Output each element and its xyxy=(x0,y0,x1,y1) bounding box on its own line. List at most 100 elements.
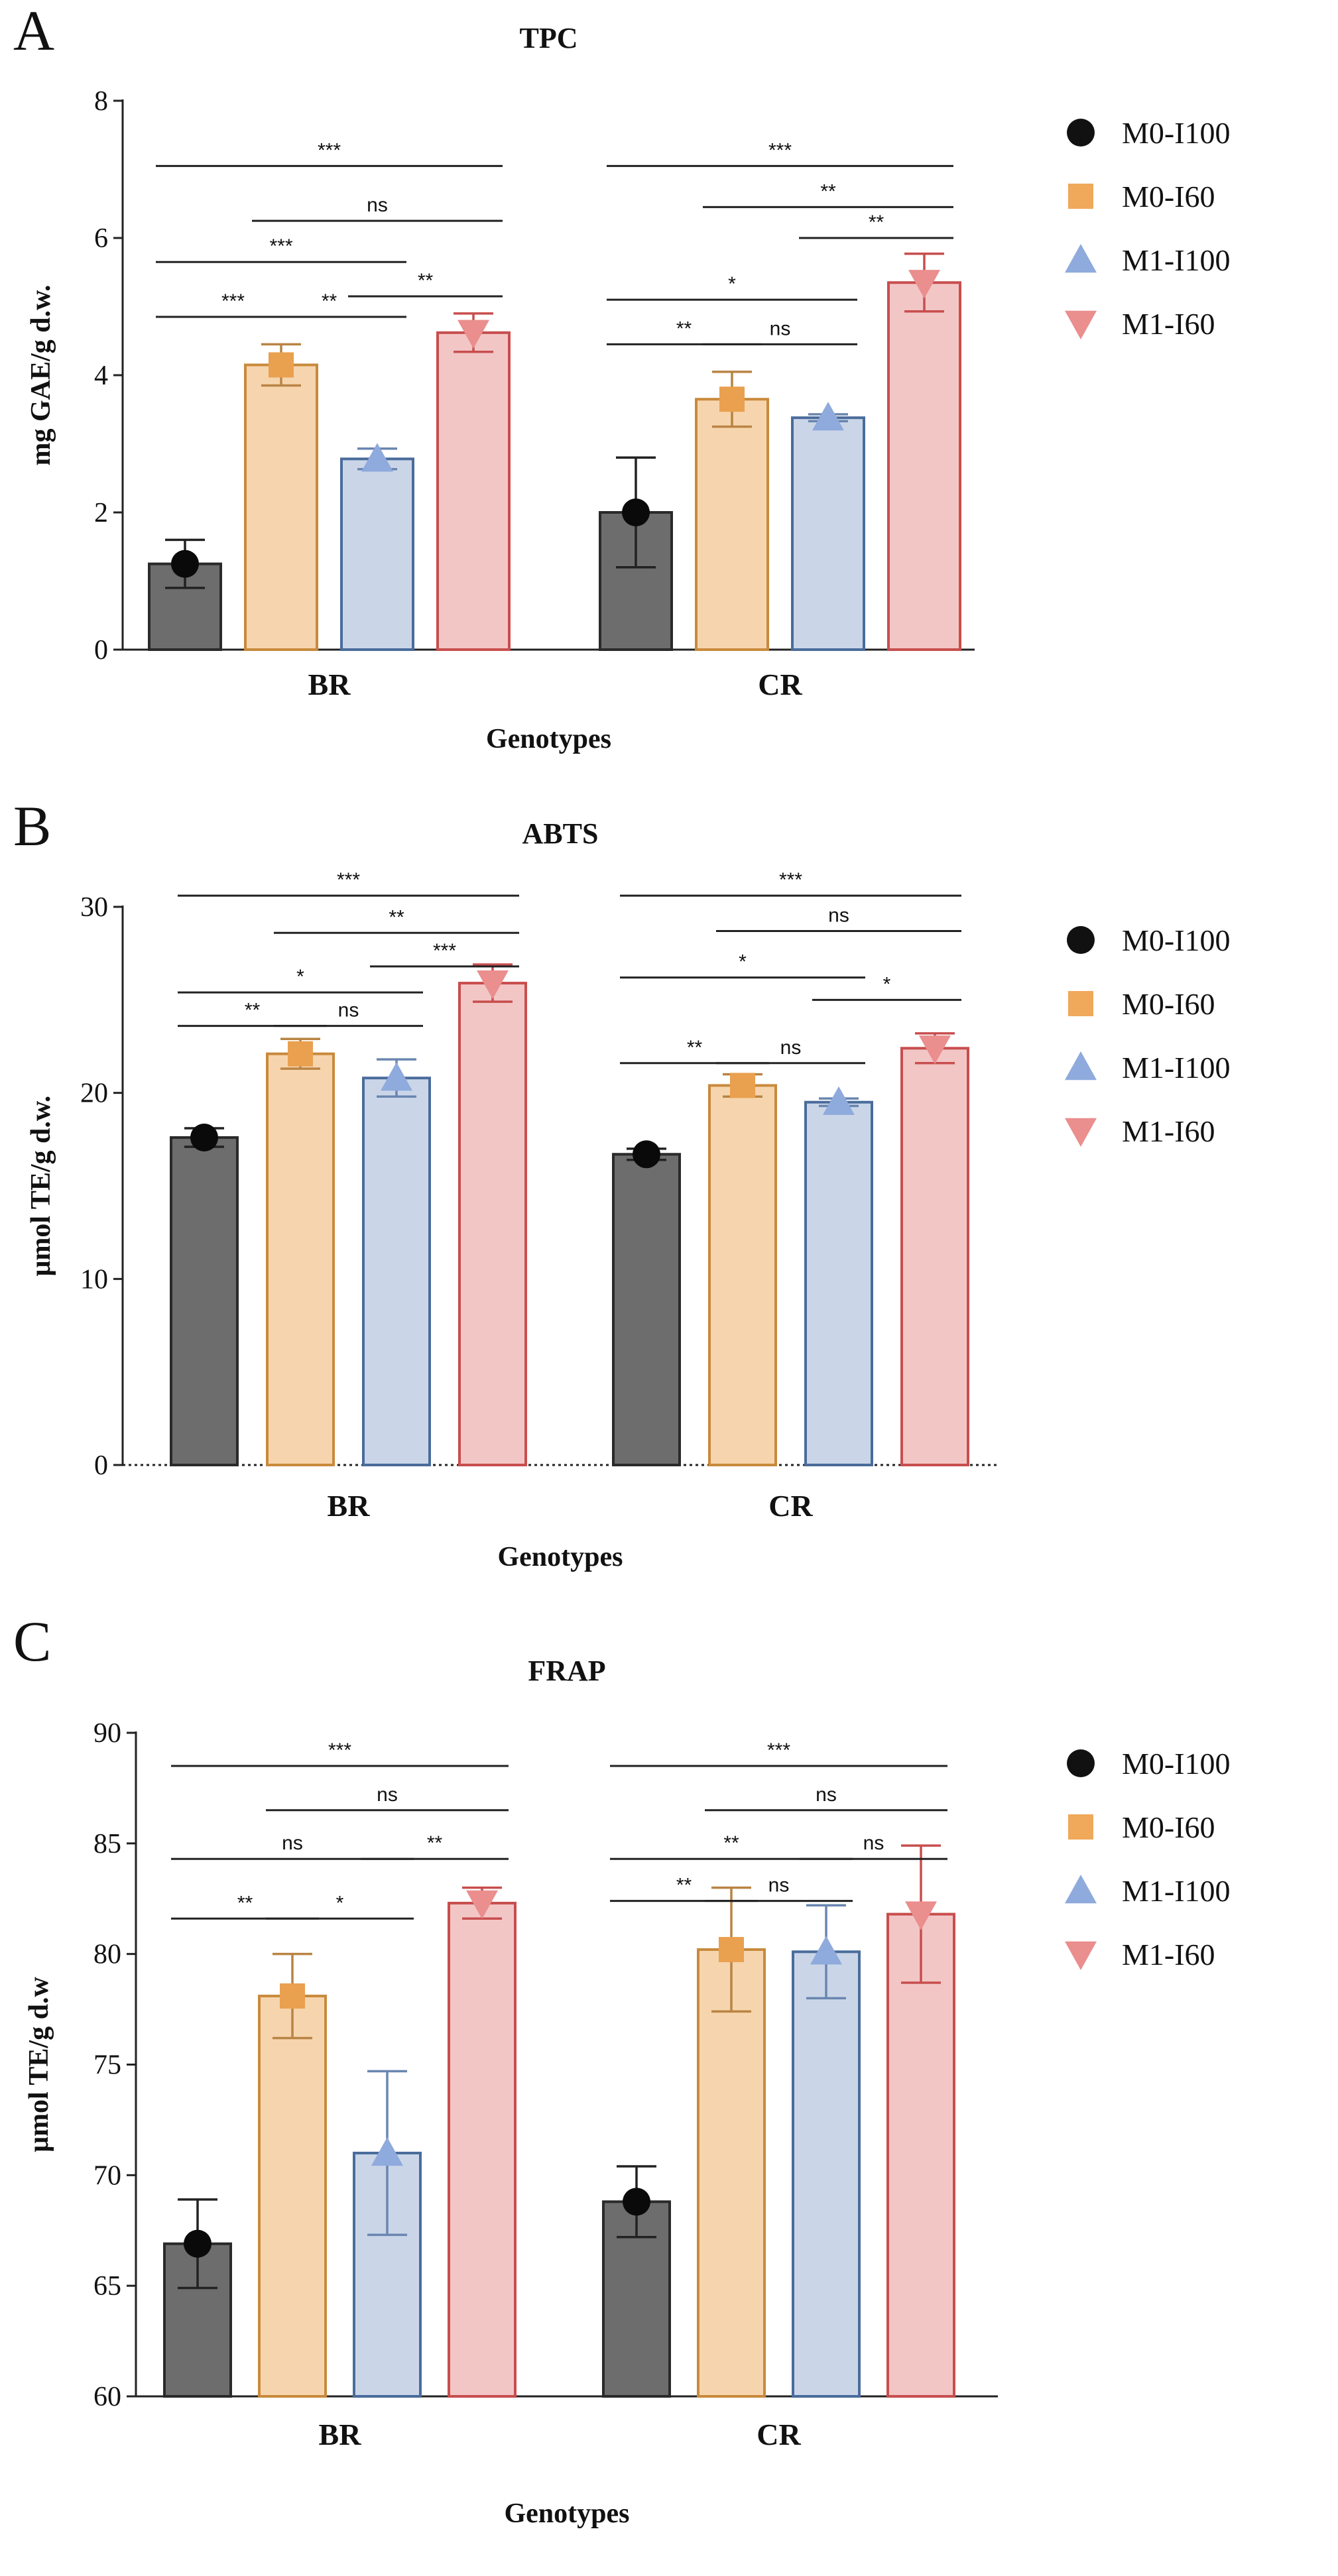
legend: M0-I100 M0-I60 M1-I100 M1-I60 xyxy=(1065,1747,1231,1971)
significance-label: *** xyxy=(269,235,292,257)
y-tick-label: 0 xyxy=(94,635,108,666)
y-tick-label: 65 xyxy=(93,2271,121,2302)
y-axis-label: μmol TE/g d.w. xyxy=(26,1096,56,1277)
legend-marker-m0-i60 xyxy=(1068,1814,1093,1840)
significance-label: ** xyxy=(820,180,836,202)
significance-label: ns xyxy=(768,1875,790,1897)
x-tick-label: CR xyxy=(768,1489,813,1523)
significance-label: ** xyxy=(687,1037,703,1059)
y-tick-label: 2 xyxy=(94,498,108,528)
bar-m0-i60-br xyxy=(244,363,318,651)
significance-label: *** xyxy=(318,139,341,161)
data-point-marker xyxy=(623,2188,650,2216)
x-tick-label: BR xyxy=(328,1489,371,1523)
x-tick-label: CR xyxy=(757,2418,801,2451)
bar-m0-i100-br xyxy=(170,1136,239,1466)
significance-label: * xyxy=(739,951,747,973)
legend-label: M0-I60 xyxy=(1122,180,1215,213)
data-point-marker xyxy=(269,352,294,378)
legend-label: M1-I100 xyxy=(1122,1051,1231,1084)
legend-marker-m1-i60 xyxy=(1065,1941,1097,1970)
x-tick-label: CR xyxy=(758,668,802,701)
data-point-marker xyxy=(371,2137,403,2166)
x-axis-label: Genotypes xyxy=(498,1542,623,1572)
bar-m1-i100-cr xyxy=(791,416,865,651)
legend-label: M0-I60 xyxy=(1122,1810,1215,1844)
panel-letter: A xyxy=(13,0,54,62)
significance-label: ns xyxy=(377,1784,398,1806)
significance-label: *** xyxy=(221,290,245,312)
significance-label: ns xyxy=(863,1832,884,1854)
y-tick-label: 0 xyxy=(94,1450,108,1481)
significance-label: * xyxy=(336,1892,344,1914)
bar-m1-i100-cr xyxy=(792,1950,861,2398)
y-tick-label: 80 xyxy=(93,1940,121,1970)
data-point-marker xyxy=(280,1983,305,2009)
y-axis-label: μmol TE/g d.w xyxy=(24,1977,54,2152)
significance-label: ns xyxy=(780,1037,802,1059)
y-tick-label: 70 xyxy=(93,2160,121,2191)
significance-label: * xyxy=(296,966,304,988)
bar-m0-i100-cr xyxy=(612,1153,681,1466)
significance-label: *** xyxy=(779,869,802,891)
significance-label: *** xyxy=(768,139,792,161)
legend-label: M0-I100 xyxy=(1122,116,1231,150)
data-point-marker xyxy=(477,970,509,1000)
x-axis-label: Genotypes xyxy=(505,2498,630,2529)
significance-label: * xyxy=(728,273,736,295)
legend-label: M1-I100 xyxy=(1122,243,1231,277)
chart-panel-b: B ABTS 0 10 20 30 μmol TE/g d.w. BR CR Genotypes *… xyxy=(13,794,1231,1572)
significance-label: ** xyxy=(676,1875,692,1897)
bar-m0-i60-cr xyxy=(708,1084,777,1466)
significance-label: ns xyxy=(282,1832,303,1854)
legend: M0-I100 M0-I60 M1-I100 M1-I60 xyxy=(1065,116,1231,341)
y-tick-label: 60 xyxy=(93,2382,121,2412)
data-point-marker xyxy=(719,1936,744,1962)
bar-m1-i60-br xyxy=(436,331,511,651)
data-point-marker xyxy=(190,1124,218,1152)
y-tick-label: 10 xyxy=(80,1264,108,1295)
legend-label: M0-I60 xyxy=(1122,987,1215,1021)
legend-marker-m1-i100 xyxy=(1065,1875,1097,1904)
x-tick-label: BR xyxy=(319,2418,362,2451)
x-axis-label: Genotypes xyxy=(486,724,611,754)
y-tick-label: 8 xyxy=(94,86,108,117)
bar-m1-i60-cr xyxy=(887,281,961,651)
significance-label: ** xyxy=(237,1892,253,1914)
legend-marker-m1-i100 xyxy=(1065,1051,1097,1081)
bar-m1-i60-cr xyxy=(900,1047,969,1466)
panel-letter: B xyxy=(13,794,51,858)
bar-m1-i100-br xyxy=(340,457,414,652)
legend-marker-m1-i60 xyxy=(1065,1118,1097,1147)
legend: M0-I100 M0-I60 M1-I100 M1-I60 xyxy=(1065,923,1231,1148)
significance-label: ** xyxy=(676,318,692,339)
data-point-marker xyxy=(719,386,745,412)
data-point-marker xyxy=(466,1890,498,1919)
legend-label: M0-I100 xyxy=(1122,1747,1231,1781)
data-point-marker xyxy=(633,1140,660,1169)
legend-label: M1-I60 xyxy=(1122,307,1215,341)
bar-m1-i100-br xyxy=(362,1077,431,1467)
y-tick-label: 4 xyxy=(94,361,108,391)
data-point-marker xyxy=(622,498,650,526)
significance-label: ** xyxy=(418,270,434,292)
significance-label: *** xyxy=(767,1739,790,1761)
data-point-marker xyxy=(812,402,844,431)
y-tick-label: 85 xyxy=(93,1829,121,1859)
legend-marker-m0-i60 xyxy=(1068,991,1093,1016)
significance-label: ** xyxy=(245,1000,261,1022)
legend-marker-m1-i100 xyxy=(1065,244,1097,273)
significance-label: *** xyxy=(328,1739,351,1761)
data-point-marker xyxy=(457,320,489,349)
y-axis-label: mg GAE/g d.w. xyxy=(26,284,56,465)
significance-label: ** xyxy=(723,1832,739,1854)
significance-label: *** xyxy=(433,940,456,962)
data-point-marker xyxy=(171,550,199,578)
bar-m1-i60-br xyxy=(458,982,527,1467)
data-point-marker xyxy=(184,2229,212,2258)
panel-letter: C xyxy=(13,1610,51,1673)
bar-m0-i60-br xyxy=(258,1995,327,2398)
significance-label: ns xyxy=(770,318,791,339)
data-point-marker xyxy=(919,1035,951,1065)
